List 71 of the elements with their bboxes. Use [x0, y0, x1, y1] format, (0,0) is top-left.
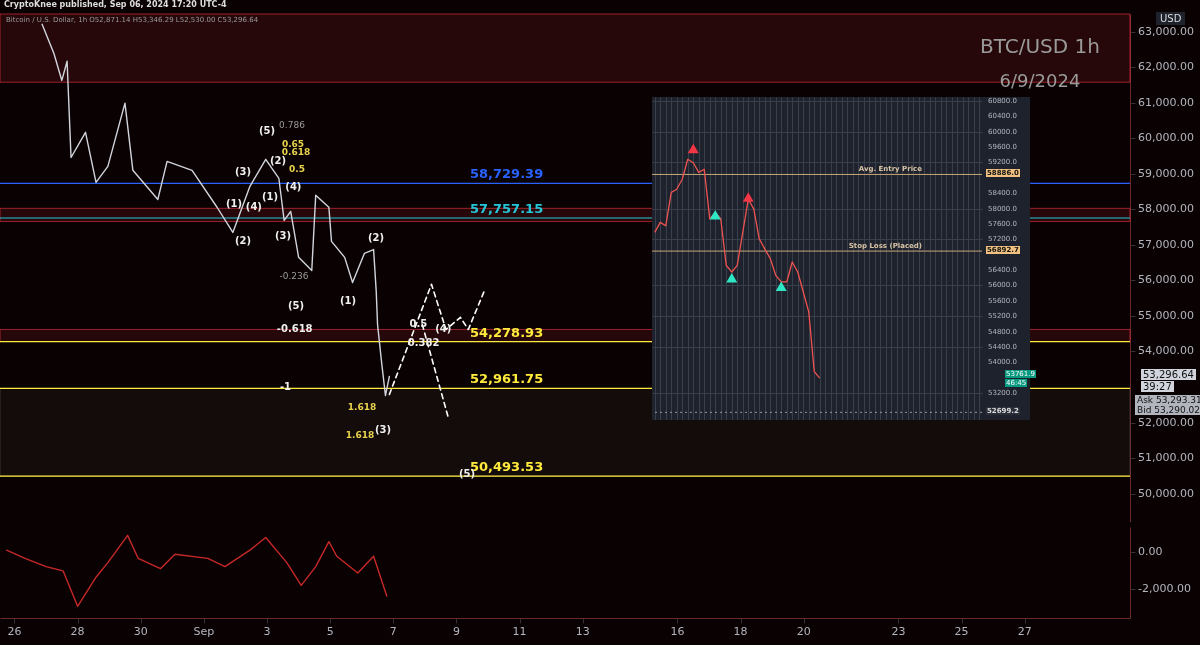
y-tick-label: 60,000.00: [1138, 131, 1194, 145]
annotation: 1.618: [347, 402, 377, 412]
x-tick-label: 28: [70, 625, 85, 638]
x-tick-label: Sep: [193, 625, 215, 638]
point: [709, 209, 721, 220]
ref-line-label: 58,729.39: [470, 166, 544, 182]
ref-line-label: 52,961.75: [470, 371, 544, 387]
y-tick-label: 50,000.00: [1138, 486, 1194, 500]
line-series: [41, 23, 391, 397]
y-tick-label: 0.00: [1138, 545, 1163, 559]
y-tick-label: 59,000.00: [1138, 166, 1194, 180]
x-tick-label: 27: [1017, 625, 1032, 638]
text: CryptoKnee published, Sep 06, 2024 17:20 UTC-4: [4, 0, 227, 9]
annotation: (3): [234, 165, 252, 177]
point: [726, 272, 738, 283]
annotation: 0.65: [281, 139, 305, 149]
y-axis-title: USD: [1156, 12, 1186, 25]
point: [742, 192, 754, 202]
x-tick-label: 30: [133, 625, 148, 638]
annotation: (3): [374, 423, 392, 435]
annotation: (1): [339, 294, 357, 306]
y-tick-label: 57,000.00: [1138, 237, 1194, 251]
point: [775, 281, 787, 291]
y-tick-label: 63,000.00: [1138, 24, 1194, 38]
annotation: (4): [435, 323, 452, 335]
x-tick-label: 13: [575, 625, 590, 638]
annotation: 1.618: [345, 430, 375, 440]
x-tick-label: 16: [670, 625, 685, 638]
y-tick-label: 58,000.00: [1138, 202, 1194, 216]
x-tick-label: 11: [512, 625, 527, 638]
annotation: (5): [258, 124, 276, 136]
annotation: (5): [287, 299, 305, 311]
x-tick-label: 25: [954, 625, 969, 638]
text: Bid 53,290.02: [1135, 405, 1200, 415]
x-tick-label: 7: [389, 625, 397, 638]
annotation: (4): [285, 181, 302, 193]
ref-line-label: 54,278.93: [470, 324, 544, 340]
x-tick-label: 3: [263, 625, 271, 638]
x-tick-label: 5: [326, 625, 334, 638]
annotation: 0.786: [279, 120, 305, 130]
text: 53,296.64: [1141, 369, 1196, 380]
y-tick-label: 54,000.00: [1138, 344, 1194, 358]
line-series: [654, 158, 821, 379]
ref-line-label: 57,757.15: [470, 201, 544, 217]
y-tick-label: 62,000.00: [1138, 60, 1194, 74]
text: BTC/USD 1h: [980, 34, 1100, 58]
y-tick-label: 52,000.00: [1138, 415, 1194, 429]
x-tick-label: 26: [7, 625, 22, 638]
y-tick-label: 55,000.00: [1138, 308, 1194, 322]
annotation: (2): [234, 234, 252, 246]
line-series: [5, 534, 388, 608]
annotation: (1): [261, 190, 279, 202]
x-tick-label: 9: [452, 625, 460, 638]
y-tick-label: -2,000.00: [1138, 582, 1191, 596]
annotation: (3): [274, 229, 292, 241]
x-tick-label: 20: [796, 625, 811, 638]
text: 6/9/2024: [999, 70, 1081, 91]
annotation: 0.5: [289, 164, 305, 174]
y-tick-label: 61,000.00: [1138, 95, 1194, 109]
point: [687, 143, 699, 154]
annotation: (1): [225, 197, 243, 209]
y-tick-label: 56,000.00: [1138, 273, 1194, 287]
x-tick-label: 23: [891, 625, 906, 638]
annotation: (4): [245, 200, 262, 212]
annotation: 0.5: [409, 318, 428, 330]
annotation: -0.236: [279, 271, 309, 281]
annotation: (2): [367, 231, 385, 243]
y-tick-label: 51,000.00: [1138, 451, 1194, 465]
x-tick-label: 18: [733, 625, 748, 638]
annotation: -0.618: [276, 323, 313, 335]
text: 39:27: [1141, 381, 1174, 392]
